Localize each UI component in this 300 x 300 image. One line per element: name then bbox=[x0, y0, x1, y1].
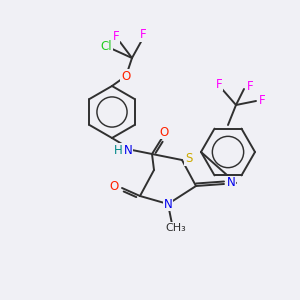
Text: O: O bbox=[122, 70, 130, 83]
Text: O: O bbox=[159, 125, 169, 139]
Text: N: N bbox=[164, 197, 172, 211]
Text: N: N bbox=[124, 143, 132, 157]
Text: Cl: Cl bbox=[100, 40, 112, 53]
Text: F: F bbox=[113, 31, 119, 44]
Text: F: F bbox=[216, 77, 222, 91]
Text: F: F bbox=[140, 28, 146, 41]
Text: N: N bbox=[226, 176, 236, 190]
Text: S: S bbox=[185, 152, 193, 166]
Text: CH₃: CH₃ bbox=[166, 223, 186, 233]
Text: O: O bbox=[110, 179, 118, 193]
Text: H: H bbox=[114, 143, 122, 157]
Text: F: F bbox=[247, 80, 253, 92]
Text: F: F bbox=[259, 94, 265, 106]
